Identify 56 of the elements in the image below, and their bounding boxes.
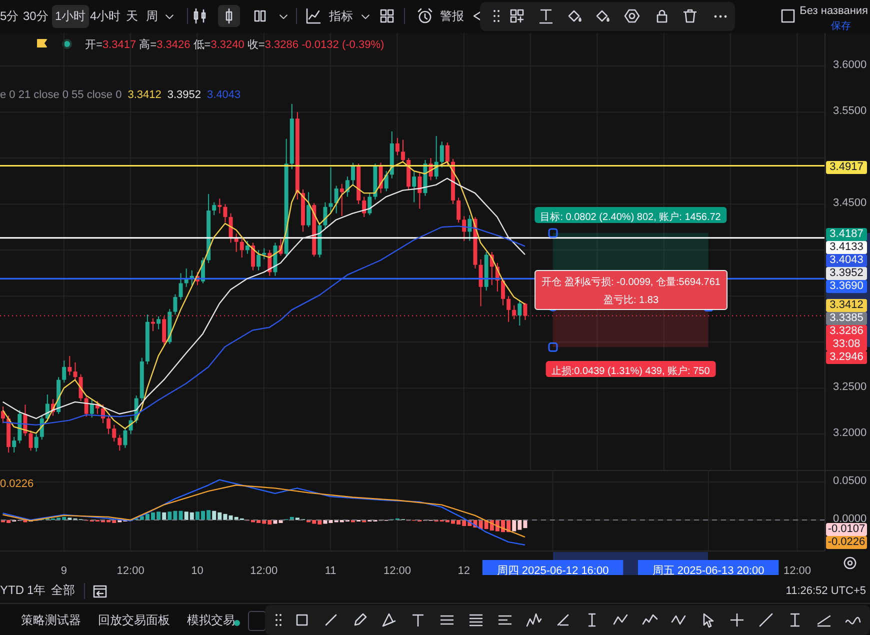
x-tick-label: 12:00 (783, 565, 811, 577)
text: 3.4187 (826, 228, 867, 241)
text: 指标 (329, 9, 353, 24)
text: 3.4043 (830, 254, 864, 266)
annotation: 开仓 盈利&亏损: -0.0099, 仓量:5694.761 盈亏比: 1.83 (542, 277, 720, 306)
text: 5分 (0, 9, 19, 24)
y-tick-label: 3.5500 (833, 105, 867, 118)
y-tick-label: 3.4500 (833, 197, 867, 210)
text: 周 (146, 9, 158, 24)
text: 回放交易面板 (98, 613, 170, 628)
y-tick-label: 0.0500 (833, 475, 867, 488)
x-tick-label: 12:00 (116, 565, 144, 577)
text: Без названия (800, 4, 868, 19)
text: 开=3.3417 高=3.3426 低=3.3240 收=3.3286 -0.0132 (-0.39%) (85, 39, 384, 51)
text: 全部 (51, 583, 75, 598)
text: -0.0107 (826, 523, 867, 536)
text: 3.2946 (826, 351, 867, 364)
band-label: 目标: 0.0802 (2.40%) 802, 账户: 1456.72 (540, 212, 721, 223)
x-tick-label: 9 (60, 565, 67, 577)
ref-line-label: 3.3286 33:08 (826, 325, 867, 352)
y-tick-label: 3.2500 (833, 381, 867, 394)
text: 策略测试器 (21, 613, 81, 628)
x-tick-label: 12 (458, 565, 470, 577)
y-tick-label: 3.6000 (833, 59, 867, 72)
annotation: e 0 21 close 0 55 close 0 (0, 89, 122, 101)
label-box: 开仓 盈利&亏损: -0.0099, 仓量:5694.761 盈亏比: 1.83 (534, 270, 728, 310)
text: 11:26:52 UTC+5 (786, 584, 866, 599)
text: 模拟交易 (187, 613, 235, 628)
text: 3.3412 (830, 299, 864, 312)
x-tick-label: 12:00 (250, 565, 278, 577)
x-tick-label: 11 (324, 565, 336, 577)
band-label: 止损:0.0439 (1.31%) 439, 账户: 750 (551, 366, 710, 378)
y-tick-label: 0.0000 (833, 512, 867, 525)
label-box: 止损:0.0439 (1.31%) 439, 账户: 750 (545, 361, 716, 378)
ref-line-label: 3.3690 (826, 280, 867, 293)
ref-line-label: 3.4917 (826, 160, 867, 174)
text: 3.3385 (826, 312, 867, 326)
annotation: 3.3412 (128, 89, 162, 101)
text: 1年 (27, 583, 46, 598)
x-tick-label: 10 (191, 565, 204, 577)
x-tick-label: 12:00 (383, 565, 411, 577)
text: -0.0226 (826, 536, 867, 550)
text: 30分 (23, 9, 48, 24)
text: 1小时 (52, 5, 89, 28)
text: 保存 (831, 20, 851, 34)
text: YTD (0, 583, 24, 598)
y-tick-label: 3.2000 (833, 427, 867, 440)
text: 3.3952 (830, 266, 864, 279)
text: 警报 (440, 9, 464, 24)
text: 天 (126, 9, 138, 24)
text: 4小时 (90, 9, 121, 24)
ref-line-label: 3.4133 (826, 240, 867, 254)
annotation: 0.0226 (0, 477, 34, 492)
annotation: 3.4043 (207, 89, 241, 101)
label-box: 目标: 0.0802 (2.40%) 802, 账户: 1456.72 (534, 206, 727, 223)
annotation: 3.3952 (167, 89, 202, 101)
